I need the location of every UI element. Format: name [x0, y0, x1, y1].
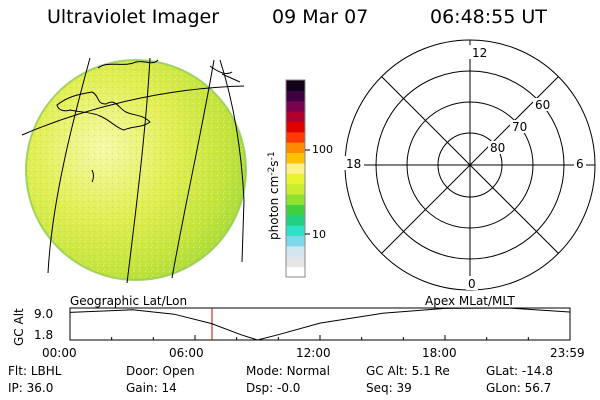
mlt-label-12: 12	[472, 46, 487, 60]
observation-date: 09 Mar 07	[272, 6, 369, 28]
color-scale-cell	[286, 266, 305, 278]
color-scale-cell	[286, 235, 305, 247]
color-scale-frame	[285, 79, 306, 278]
timeline-tick-label-0: 00:00	[42, 346, 77, 360]
instrument-title: Ultraviolet Imager	[47, 6, 220, 28]
timeline-tick-label-1: 06:00	[169, 346, 204, 360]
timeline-ytick-top: 9.0	[34, 307, 53, 321]
mlat-label-60: 60	[535, 98, 550, 112]
color-scale-cell	[286, 183, 305, 195]
color-scale-cell	[286, 80, 305, 91]
color-scale-cell	[286, 131, 305, 143]
polar-grid	[344, 39, 596, 291]
color-scale-cell	[286, 225, 305, 237]
mlat-label-80: 80	[490, 141, 505, 155]
color-scale-cell	[286, 152, 305, 164]
mlt-label-0: 0	[468, 277, 476, 291]
color-scale-bar	[286, 80, 305, 278]
mlt-label-18: 18	[346, 157, 361, 171]
color-scale-cell	[286, 100, 305, 112]
projection-label-geographic: Geographic Lat/Lon	[70, 294, 188, 308]
color-scale-cell	[286, 173, 305, 185]
mlat-label-70: 70	[512, 120, 527, 134]
mlt-label-6: 6	[576, 157, 584, 171]
status-glat: GLat: -14.8	[486, 364, 553, 378]
color-scale-cell	[286, 214, 305, 226]
colorbar-label-100: 100	[312, 143, 333, 156]
status-seq: Seq: 39	[366, 381, 412, 395]
color-scale-cell	[286, 194, 305, 205]
colorbar-units: photon cm-2s-1	[267, 151, 281, 240]
colorbar-label-10: 10	[312, 228, 326, 241]
status-filter: Flt: LBHL	[8, 364, 62, 378]
color-scale-cell	[286, 256, 305, 268]
timeline-tick-label-3: 18:00	[422, 346, 457, 360]
projection-label-apex: Apex MLat/MLT	[425, 294, 515, 308]
status-mode: Mode: Normal	[246, 364, 330, 378]
status-gain: Gain: 14	[126, 381, 177, 395]
timeline-ylabel: GC Alt	[12, 308, 26, 346]
geographic-grid	[21, 57, 245, 284]
status-glon: GLon: 56.7	[486, 381, 552, 395]
timeline-tick-label-4: 23:59	[550, 346, 585, 360]
color-scale-cell	[286, 90, 305, 102]
status-dsp: Dsp: -0.0	[246, 381, 301, 395]
color-scale-cell	[286, 142, 305, 154]
color-scale-cell	[286, 111, 305, 122]
altitude-timeline: GC Alt 9.0 1.8 00:00 06:00 12:00 18:00 2…	[12, 307, 585, 360]
timeline-ytick-bottom: 1.8	[34, 328, 53, 342]
observation-time: 06:48:55 UT	[430, 6, 547, 28]
altitude-curve	[69, 307, 570, 341]
coastline	[56, 59, 241, 183]
color-scale-cell	[286, 245, 305, 257]
color-scale-cell	[286, 121, 305, 133]
status-ip: IP: 36.0	[8, 381, 54, 395]
status-door: Door: Open	[126, 364, 195, 378]
timeline-tick-label-2: 12:00	[296, 346, 331, 360]
color-scale-cell	[286, 204, 305, 216]
timeline-ticks	[69, 335, 571, 340]
earth-disk-image	[25, 59, 247, 281]
color-scale-cell	[286, 162, 305, 174]
uvi-figure: 100 10 photon cm-2s-1 12 18 6 0 60 70 80	[21, 39, 596, 291]
status-gc-altitude: GC Alt: 5.1 Re	[366, 364, 450, 378]
